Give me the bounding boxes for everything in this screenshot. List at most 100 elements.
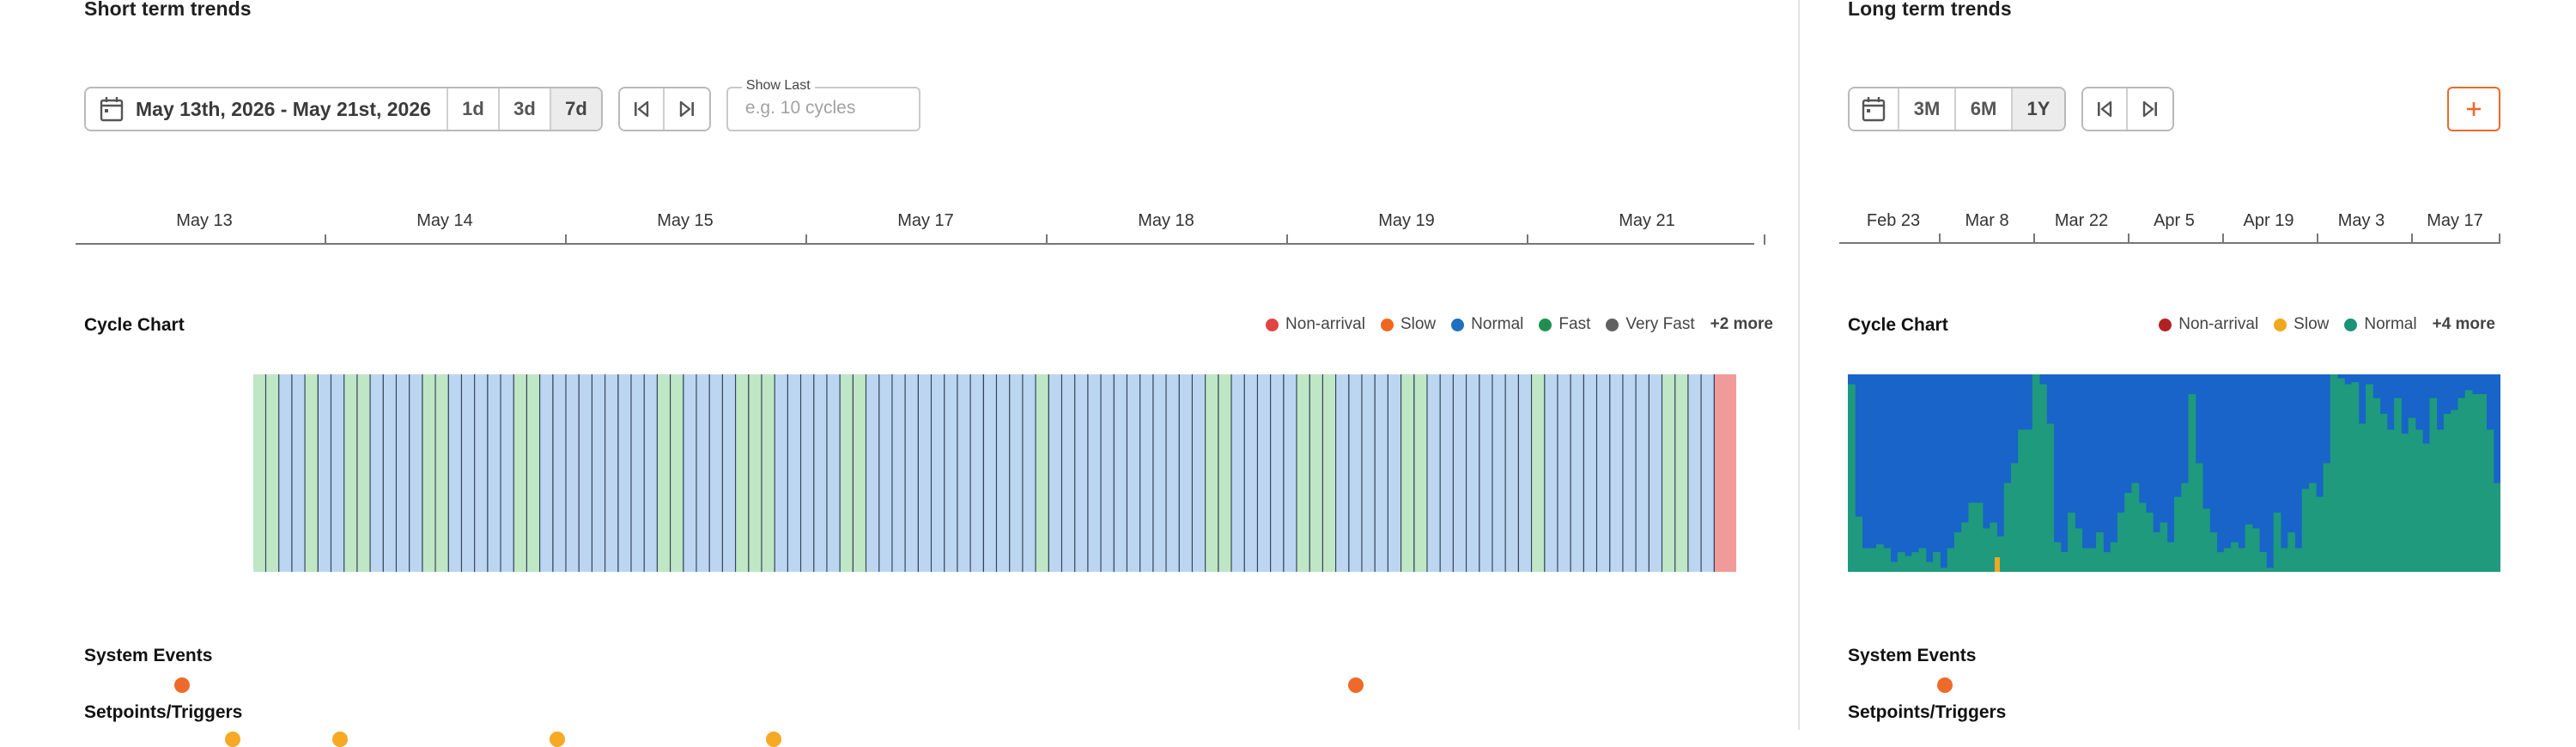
cycle-divider [669,374,671,572]
range-7d-button[interactable]: 7d [550,88,601,130]
system-event-marker[interactable] [1937,677,1953,693]
cycle-bar [814,374,828,572]
skip-to-end-button[interactable] [2128,88,2172,130]
skip-to-end-icon [679,100,694,118]
long-term-time-axis: Feb 23 Mar 8 Mar 22 Apr 5 Apr 19 May 3 May 17 [1839,210,2500,254]
long-cycle-bar [2032,374,2040,572]
cycle-bar [1284,374,1297,572]
cycle-divider [1113,374,1115,572]
cycle-divider [643,374,645,572]
axis-tick-label: May 3 [2337,211,2385,230]
cycle-divider [904,374,906,572]
system-event-marker[interactable] [174,677,190,693]
cycle-bar [1467,374,1480,572]
long-cycle-bar [2259,552,2267,572]
cycle-divider [748,374,750,572]
axis-tick [2317,234,2318,244]
long-cycle-bar [1975,502,1984,572]
axis-tick-label: May 15 [657,211,714,230]
show-last-input[interactable] [744,98,908,118]
axis-tick-label: Apr 5 [2154,211,2195,230]
long-cycle-bar [2415,429,2423,572]
cycle-bar [932,374,945,572]
long-cycle-bar [2096,532,2104,572]
cycle-divider [930,374,933,572]
range-1d-button[interactable]: 1d [447,88,500,130]
long-cycle-bar [1848,384,1856,572]
calendar-button[interactable] [1850,88,1899,130]
skip-to-start-icon [634,100,649,118]
long-term-toolbar: 3M 6M 1Y [1848,86,2174,132]
setpoint-marker[interactable] [766,732,781,747]
cycle-bar [527,374,541,572]
cycle-bar [1323,374,1337,572]
skip-to-start-button[interactable] [2083,88,2128,130]
cycle-bar [788,374,802,572]
cycle-bar [984,374,998,572]
range-3m-button[interactable]: 3M [1899,88,1956,130]
legend-item[interactable]: Slow [1380,315,1437,334]
legend-label: Slow [1400,315,1437,333]
legend-item[interactable]: Normal [1451,315,1523,334]
long-cycle-bar [1968,502,1977,572]
legend-item[interactable]: Fast [1539,315,1590,334]
date-range-button[interactable]: May 13th, 2026 - May 21st, 2026 [86,88,448,130]
range-3d-button[interactable]: 3d [499,88,551,130]
axis-tick-label: Feb 23 [1866,211,1921,230]
long-cycle-bar [2273,513,2281,572]
cycle-divider [1400,374,1402,572]
cycle-divider [1374,374,1376,572]
long-cycle-bar [1990,522,1997,572]
short-term-title: Short term trends [84,0,252,20]
skip-to-end-button[interactable] [664,88,709,130]
legend-item[interactable]: Slow [2274,315,2329,334]
legend-item[interactable]: Very Fast [1606,315,1695,334]
cycle-divider [1595,374,1598,572]
cycle-divider [1087,374,1089,572]
legend-more-button[interactable]: +2 more [1710,315,1773,333]
cycle-bar [305,374,319,572]
cycle-divider [369,374,371,572]
legend-item[interactable]: Non-arrival [2159,315,2258,334]
cycle-divider [1009,374,1011,572]
cycle-divider [826,374,828,572]
cycle-bar [1153,374,1167,572]
skip-to-start-button[interactable] [619,88,665,130]
cycle-divider [878,374,880,572]
legend-dot-icon [2344,318,2358,331]
system-event-marker[interactable] [1348,677,1364,693]
cycle-divider [995,374,998,572]
long-cycle-bar [2160,522,2168,572]
legend-item[interactable]: Non-arrival [1266,315,1365,334]
long-system-events-title: System Events [1848,646,1977,665]
cycle-bar [1127,374,1141,572]
range-1y-button[interactable]: 1Y [2013,88,2064,130]
long-cycle-bar [2436,429,2445,572]
cycle-bar [749,374,762,572]
cycle-divider [787,374,789,572]
cycle-bar [1023,374,1036,572]
range-6m-button[interactable]: 6M [1956,88,2013,130]
cycle-bar [658,374,671,572]
setpoint-marker[interactable] [550,732,565,747]
cycle-bar [1388,374,1402,572]
cycle-divider [382,374,384,572]
show-last-label: Show Last [741,78,815,94]
date-range-label: May 13th, 2026 - May 21st, 2026 [136,97,431,120]
long-cycle-bar [1940,568,1948,572]
cycle-bar [1688,374,1702,572]
setpoint-marker[interactable] [332,732,348,747]
long-cycle-bar [2088,548,2097,572]
cycle-divider [447,374,449,572]
legend-label: Normal [2364,315,2417,333]
setpoint-marker[interactable] [225,732,240,747]
long-cycle-chart-legend: Non-arrival Slow Normal +4 more [2143,315,2495,334]
cycle-divider [317,374,319,572]
cycle-bar [266,374,280,572]
legend-more-button[interactable]: +4 more [2432,315,2495,333]
add-button[interactable] [2447,87,2500,131]
cycle-divider [500,374,501,572]
legend-item[interactable]: Normal [2344,315,2417,334]
long-cycle-chart [1848,374,2500,572]
long-cycle-bar [2216,552,2225,572]
